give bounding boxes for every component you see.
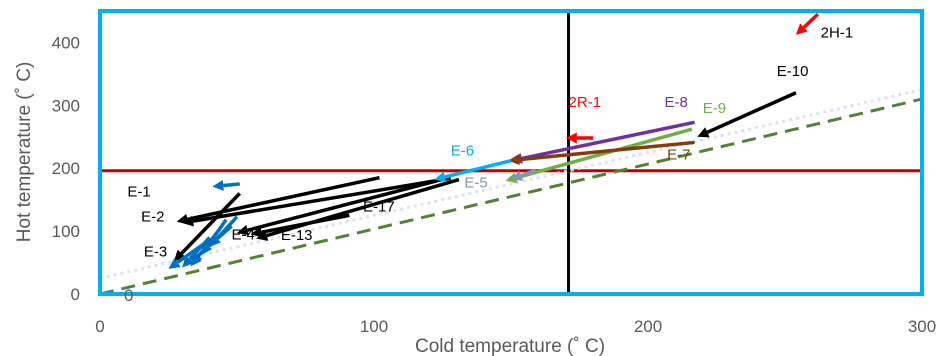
x-tick-100: 100	[360, 317, 388, 336]
label-e-6: E-6	[451, 143, 474, 160]
label-2h-1: 2H-1	[821, 24, 854, 41]
unlabeled-arrow-14	[212, 179, 240, 191]
arrow-2h-1	[795, 12, 820, 35]
arrow-e-3	[173, 192, 241, 262]
arrow-e-10	[697, 91, 797, 138]
label-e-7: E-7	[667, 146, 690, 163]
unlabeled-arrow-19-head	[209, 234, 222, 247]
x-tick-0: 0	[95, 317, 104, 336]
arrow-e-2-head	[182, 215, 194, 227]
arrow-e-4	[237, 179, 438, 236]
dotted-reference-line	[100, 88, 922, 280]
y-tick-400: 400	[52, 33, 80, 52]
y-tick-200: 200	[52, 159, 80, 178]
arrow-e-3-shaft	[180, 192, 241, 255]
y-axis-ticks: 0 100 200 300 400	[52, 33, 80, 304]
y-tick-300: 300	[52, 96, 80, 115]
unlabeled-arrow-14-shaft	[223, 182, 240, 188]
arrow-e-9	[505, 127, 693, 184]
label-e-10: E-10	[777, 63, 809, 80]
unlabeled-arrow-19	[209, 215, 239, 247]
arrow-e-2	[182, 176, 452, 227]
arrow-e-9-head	[505, 172, 518, 184]
unlabeled-arrow-19-shaft	[215, 215, 239, 240]
arrow-e-1-shaft	[187, 175, 380, 222]
y-tick-100: 100	[52, 222, 80, 241]
arrow-e-6-shaft	[444, 158, 512, 179]
arrow-e-17-head	[250, 226, 263, 238]
arrow-2r-1-head	[565, 132, 577, 144]
plot-area-frame	[98, 9, 924, 296]
unlabeled-arrow-18-head	[201, 242, 213, 256]
arrow-e-6	[434, 158, 512, 183]
label-e-5: E-5	[464, 175, 487, 192]
y-tick-0: 0	[71, 285, 80, 304]
label-e-4: E-4	[232, 226, 255, 243]
x-axis-ticks: 0 100 200 300	[95, 317, 936, 336]
x-tick-200: 200	[634, 317, 662, 336]
label-2r-1: 2R-1	[569, 94, 602, 111]
arrow-e-2-shaft	[192, 176, 452, 223]
arrow-e-9-shaft	[515, 127, 693, 180]
arrow-e-5-shaft	[520, 168, 537, 178]
arrow-e-4-shaft	[247, 179, 438, 232]
y-axis-title: Hot temperature (˚ C)	[14, 62, 35, 243]
arrow-2h-1-head	[795, 23, 808, 35]
dashed-reference-line	[100, 97, 922, 294]
arrow-e-6-head	[434, 171, 447, 183]
arrow-e-5-head	[511, 170, 524, 181]
label-e-8: E-8	[664, 94, 687, 111]
arrow-e-10-head	[697, 127, 710, 138]
arrow-e-5	[511, 168, 537, 181]
arrow-e-4-head	[237, 224, 250, 236]
unlabeled-arrow-14-head	[212, 179, 224, 191]
reference-lines	[100, 11, 922, 294]
arrow-e-17	[250, 213, 350, 238]
arrow-e-7-shaft	[519, 140, 695, 162]
unlabeled-arrow-20	[168, 242, 206, 269]
unlabeled-arrow-20-head	[168, 258, 181, 269]
unlabeled-arrow-18-shaft	[206, 218, 228, 248]
arrow-e-7-head	[508, 154, 520, 166]
x-tick-300: 300	[908, 317, 936, 336]
label-e-1: E-1	[127, 184, 150, 201]
arrow-e-8-shaft	[521, 120, 695, 161]
arrow-e-17-shaft	[261, 213, 350, 234]
label-e-3: E-3	[144, 243, 167, 260]
unlabeled-arrow-18	[201, 218, 228, 256]
label-e-9: E-9	[703, 100, 726, 117]
arrow-e-3-head	[173, 249, 186, 262]
exchanger-arrows	[168, 12, 820, 269]
exchanger-labels: E-1 E-2 E-3 E-4 E-13 E-17 E-10 E-8 E-9 E-7 E-6 E-5 2…	[127, 24, 853, 260]
label-e-17: E-17	[363, 199, 395, 216]
x-axis-title: Cold temperature (˚ C)	[415, 336, 605, 356]
arrow-2h-1-shaft	[802, 12, 820, 29]
label-e-2: E-2	[141, 209, 164, 226]
origin-label: 0	[124, 286, 133, 305]
arrow-2r-1	[565, 132, 594, 144]
unlabeled-arrow-20-shaft	[176, 242, 206, 264]
label-e-13: E-13	[281, 227, 313, 244]
arrow-e-10-shaft	[706, 91, 797, 134]
arrow-e-7	[508, 140, 695, 166]
